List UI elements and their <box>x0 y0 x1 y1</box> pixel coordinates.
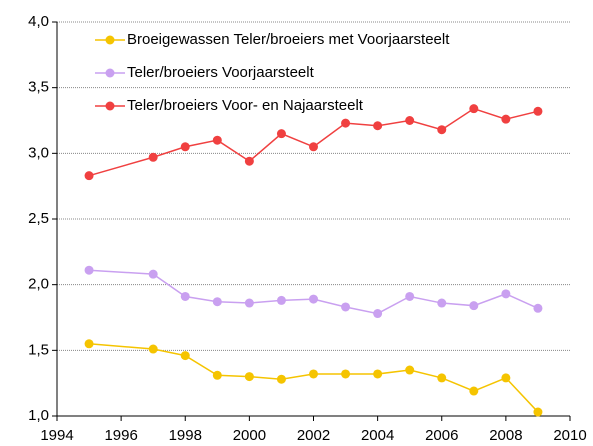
data-point <box>341 118 351 128</box>
data-point <box>533 407 543 417</box>
series-line <box>89 269 539 315</box>
data-point <box>276 374 286 384</box>
data-point <box>180 291 190 301</box>
data-point <box>148 269 158 279</box>
x-tick-label: 1994 <box>40 427 73 444</box>
y-tick-label: 1,0 <box>28 407 49 424</box>
y-tick-label: 4,0 <box>28 13 49 30</box>
x-tick-label: 2004 <box>361 427 394 444</box>
data-point <box>533 106 543 116</box>
data-point <box>501 373 511 383</box>
series-line <box>88 107 539 177</box>
data-point <box>148 152 158 162</box>
data-point <box>244 156 254 166</box>
data-point <box>341 369 351 379</box>
legend-marker <box>105 101 115 111</box>
data-point <box>405 116 415 125</box>
x-tick-label: 1996 <box>104 427 137 444</box>
data-point <box>373 121 383 131</box>
data-point <box>212 370 222 380</box>
data-point <box>373 369 383 379</box>
x-tick-label: 2002 <box>297 427 330 444</box>
data-point <box>244 298 254 308</box>
x-tick-label: 2008 <box>489 427 522 444</box>
y-tick-label: 3,5 <box>28 79 49 96</box>
data-point <box>148 344 158 354</box>
data-point <box>501 114 511 124</box>
data-point <box>180 351 190 361</box>
x-tick-label: 1998 <box>169 427 202 444</box>
data-point <box>533 303 543 313</box>
legend-label: Broeigewassen Teler/broeiers met Voorjaa… <box>127 31 450 48</box>
y-tick-label: 1,5 <box>28 341 49 358</box>
series-line <box>89 343 539 413</box>
x-tick-label: 2010 <box>553 427 586 444</box>
data-point <box>469 386 479 396</box>
data-point <box>437 373 447 383</box>
data-point <box>437 125 447 135</box>
data-point <box>309 142 318 152</box>
data-point <box>84 265 94 275</box>
data-point <box>405 365 415 375</box>
y-tick-label: 2,0 <box>28 276 49 293</box>
legend-marker <box>105 35 115 45</box>
data-point <box>84 171 94 181</box>
data-point <box>276 295 286 305</box>
data-point <box>309 294 318 304</box>
data-point <box>212 297 222 307</box>
data-point <box>84 339 94 349</box>
data-point <box>309 369 318 379</box>
data-point <box>501 289 511 299</box>
data-point <box>437 298 447 308</box>
data-point <box>276 129 286 139</box>
data-point <box>373 309 383 319</box>
data-point <box>212 135 222 145</box>
data-point <box>244 372 254 382</box>
legend-label: Teler/broeiers Voorjaarsteelt <box>127 64 315 81</box>
data-point <box>469 104 479 114</box>
data-point <box>341 302 351 312</box>
legend-label: Teler/broeiers Voor- en Najaarsteelt <box>127 97 364 114</box>
data-point <box>469 301 479 311</box>
x-tick-label: 2006 <box>425 427 458 444</box>
y-tick-label: 3,0 <box>28 144 49 161</box>
y-tick-label: 2,5 <box>28 210 49 227</box>
data-point <box>180 142 190 152</box>
x-tick-label: 2000 <box>233 427 266 444</box>
legend-marker <box>105 68 115 78</box>
data-point <box>405 291 415 301</box>
